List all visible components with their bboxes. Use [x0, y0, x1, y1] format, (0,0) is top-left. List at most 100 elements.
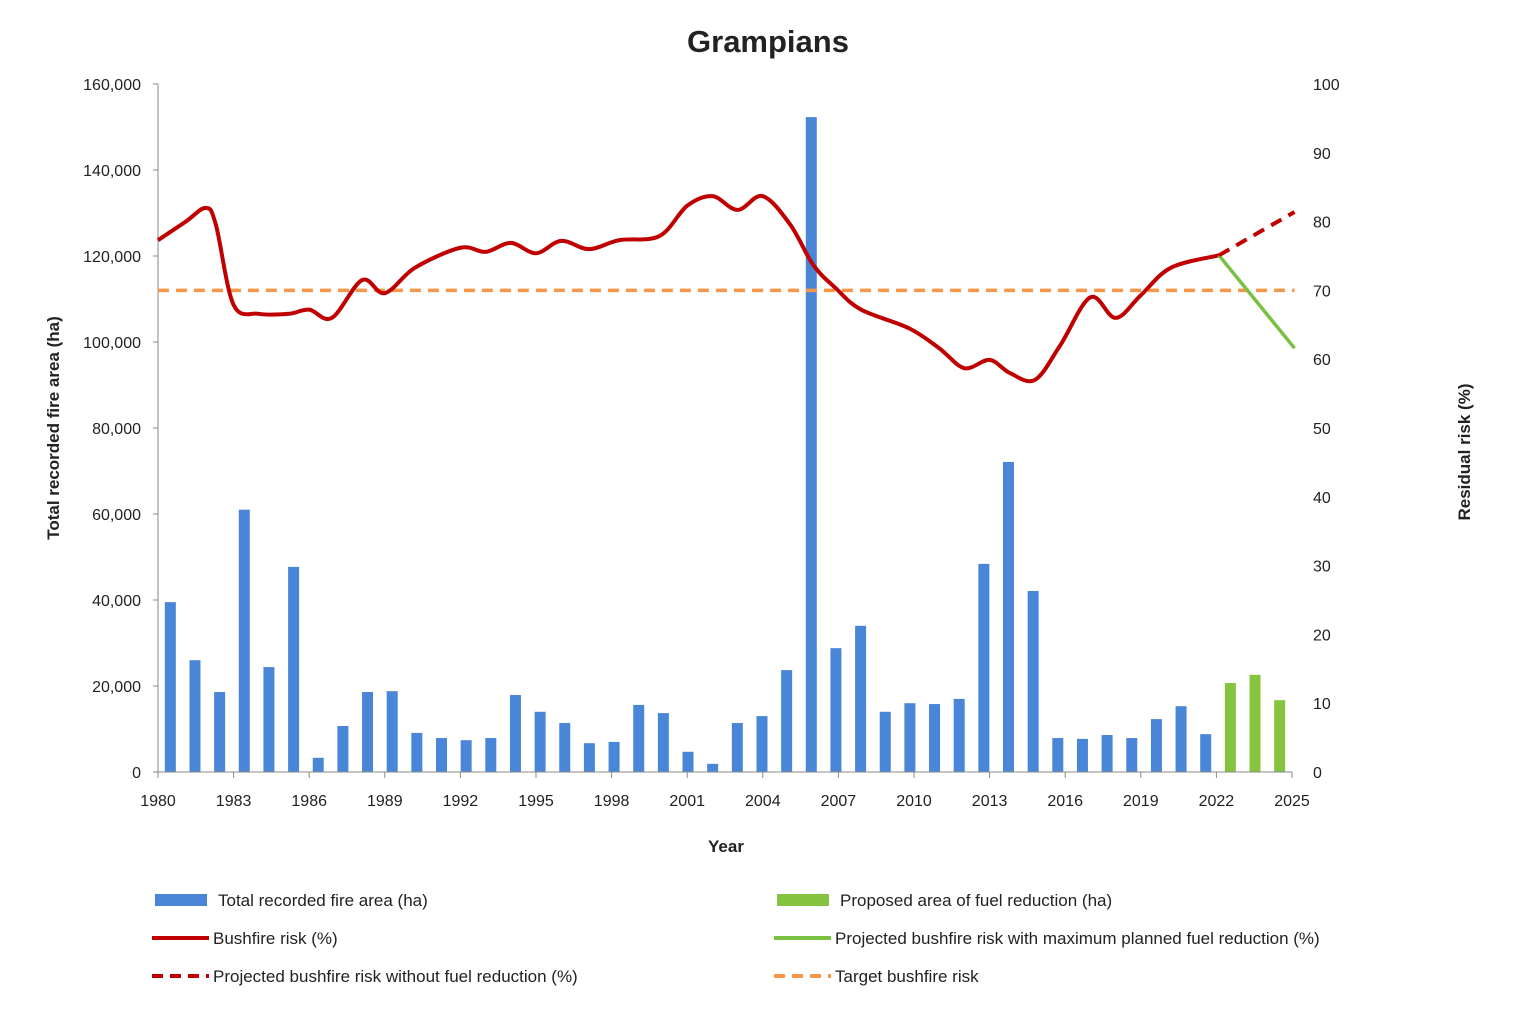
series-line-projected_with	[1217, 254, 1296, 350]
bar	[214, 692, 226, 772]
x-tick-label: 2013	[972, 793, 1008, 810]
y-tick-label-right: 40	[1313, 490, 1331, 507]
bar	[879, 711, 891, 772]
y-tick-label-left: 80,000	[92, 421, 141, 438]
bar	[1126, 738, 1138, 772]
bar	[1200, 734, 1212, 772]
x-tick-label: 1992	[443, 793, 479, 810]
y-tick-label-right: 20	[1313, 627, 1331, 644]
bar	[731, 722, 743, 772]
x-tick-label: 1989	[367, 793, 403, 810]
y-tick-label-right: 70	[1313, 283, 1331, 300]
bar	[1052, 738, 1064, 772]
legend-label: Total recorded fire area (ha)	[218, 891, 428, 910]
x-tick-label: 2010	[896, 793, 932, 810]
bar	[1003, 461, 1014, 772]
bar	[263, 667, 275, 772]
y-axis-right-label: Residual risk (%)	[1455, 384, 1474, 521]
bar	[608, 741, 620, 772]
bar	[781, 670, 793, 772]
bar	[1274, 700, 1286, 772]
bar	[238, 509, 250, 772]
bar	[978, 563, 990, 772]
bar	[362, 692, 374, 772]
y-tick-label-left: 40,000	[92, 593, 141, 610]
bar	[583, 743, 595, 772]
legend-item: Bushfire risk (%)	[152, 929, 338, 948]
legend-item: Projected bushfire risk with maximum pla…	[774, 929, 1320, 948]
bar	[1224, 682, 1236, 772]
x-tick-label: 2019	[1123, 793, 1159, 810]
legend-label: Projected bushfire risk without fuel red…	[213, 967, 578, 986]
legend-item: Total recorded fire area (ha)	[155, 891, 428, 910]
series-line-risk	[156, 194, 1220, 384]
y-tick-label-right: 90	[1313, 146, 1331, 163]
bar	[164, 602, 176, 772]
bar	[707, 763, 719, 772]
legend-swatch	[155, 894, 207, 906]
y-tick-label-left: 0	[132, 765, 141, 782]
y-tick-label-right: 60	[1313, 352, 1331, 369]
x-tick-label: 2022	[1199, 793, 1235, 810]
bar	[312, 757, 324, 772]
y-tick-label-left: 100,000	[83, 335, 141, 352]
series-line-projected_without	[1217, 210, 1296, 258]
bar	[386, 691, 398, 772]
y-tick-label-left: 160,000	[83, 77, 141, 94]
legend-label: Target bushfire risk	[835, 967, 979, 986]
y-axis-left-label: Total recorded fire area (ha)	[44, 316, 63, 540]
bar	[189, 660, 201, 772]
legend-label: Bushfire risk (%)	[213, 929, 338, 948]
bar	[559, 722, 571, 772]
y-tick-label-left: 140,000	[83, 163, 141, 180]
bar	[657, 713, 669, 772]
y-tick-label-left: 120,000	[83, 249, 141, 266]
x-tick-label: 2001	[669, 793, 705, 810]
bar	[1076, 738, 1088, 772]
bar	[436, 738, 447, 772]
x-tick-label: 1998	[594, 793, 630, 810]
y-tick-label-left: 60,000	[92, 507, 141, 524]
legend-label: Proposed area of fuel reduction (ha)	[840, 891, 1112, 910]
bar	[509, 695, 521, 772]
bar	[1027, 590, 1039, 772]
bar	[1249, 674, 1261, 772]
chart-title: Grampians	[687, 24, 849, 59]
bar	[1101, 735, 1113, 772]
x-axis-label: Year	[708, 837, 744, 856]
legend: Total recorded fire area (ha) Proposed ar…	[152, 891, 1320, 986]
y-tick-label-right: 30	[1313, 559, 1331, 576]
y-tick-label-right: 80	[1313, 215, 1331, 232]
x-tick-label: 2025	[1274, 793, 1310, 810]
bar	[1150, 719, 1162, 772]
x-tick-label: 1986	[291, 793, 327, 810]
x-tick-label: 2004	[745, 793, 781, 810]
legend-label: Projected bushfire risk with maximum pla…	[835, 929, 1320, 948]
bar	[855, 625, 867, 772]
legend-swatch	[777, 894, 829, 906]
x-tick-label: 1983	[216, 793, 252, 810]
legend-item: Proposed area of fuel reduction (ha)	[777, 891, 1112, 910]
legend-item: Target bushfire risk	[774, 967, 979, 986]
plot-area: 0 20,000 40,000 60,000 80,000 100,000 120,000 1…	[83, 77, 1340, 810]
bar	[756, 716, 768, 772]
bar	[337, 725, 349, 772]
bar	[288, 566, 300, 772]
legend-item: Projected bushfire risk without fuel red…	[152, 967, 578, 986]
bar	[633, 704, 645, 772]
bar	[534, 711, 546, 772]
x-tick-label: 1980	[140, 793, 176, 810]
y-tick-label-right: 10	[1313, 696, 1331, 713]
bar	[682, 751, 694, 772]
bar	[460, 740, 472, 772]
bar	[830, 648, 842, 772]
y-tick-label-right: 100	[1313, 77, 1340, 94]
bar	[805, 117, 817, 773]
y-tick-label-right: 0	[1313, 765, 1322, 782]
y-tick-label-left: 20,000	[92, 679, 141, 696]
y-tick-label-right: 50	[1313, 421, 1331, 438]
x-tick-label: 1995	[518, 793, 554, 810]
bar	[411, 732, 423, 772]
x-tick-label: 2016	[1047, 793, 1083, 810]
